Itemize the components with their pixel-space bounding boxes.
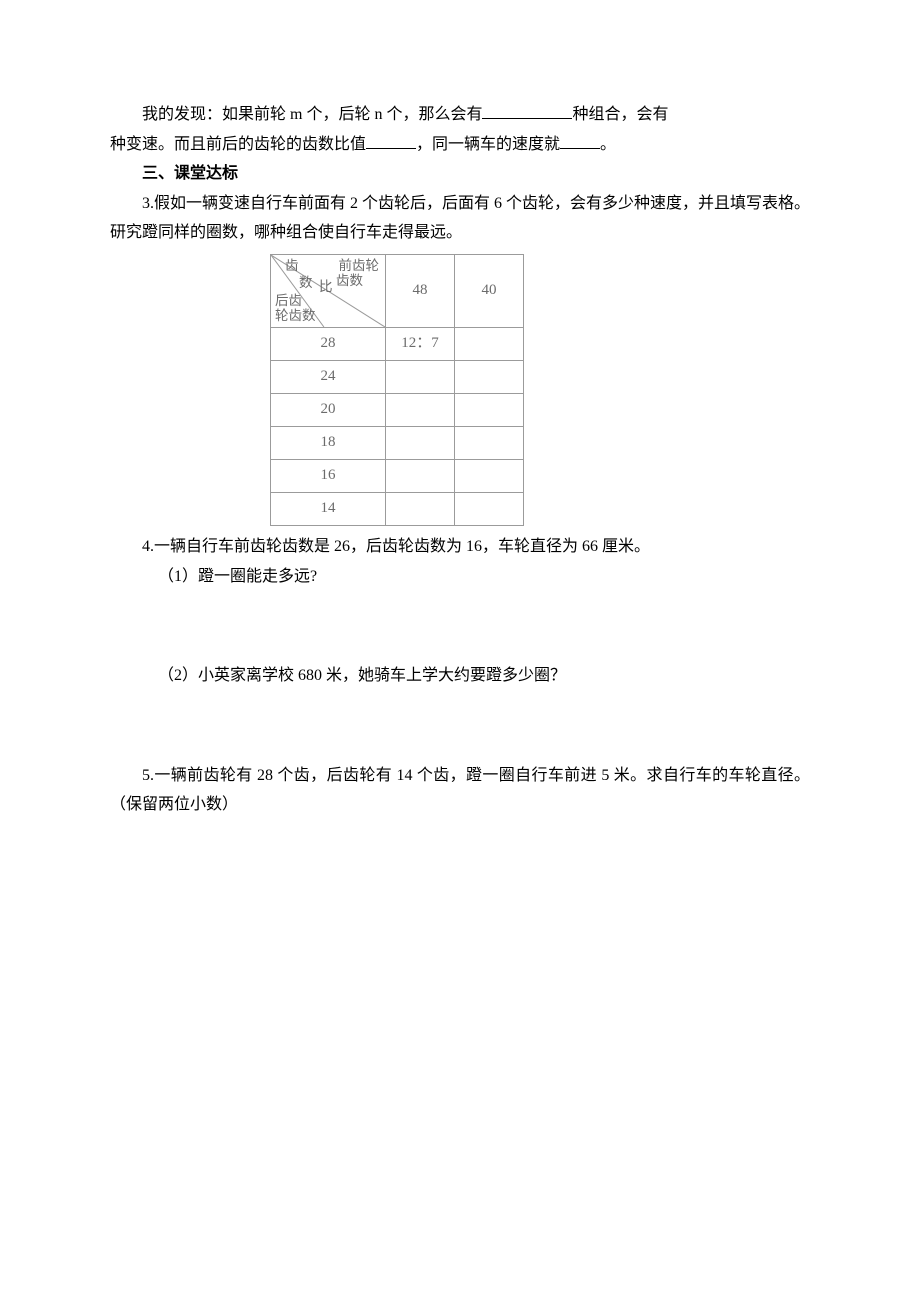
table-row: 18	[271, 426, 524, 459]
table-row: 20	[271, 393, 524, 426]
discovery-text-3: 种变速。而且前后的齿轮的齿数比值	[110, 136, 366, 153]
corner-label-top: 前齿轮	[339, 258, 380, 274]
question-4-stem: 4.一辆自行车前齿轮齿数是 26，后齿轮齿数为 16，车轮直径为 66 厘米。	[110, 532, 810, 562]
corner-label-bi: 比	[319, 279, 333, 295]
row-header: 20	[271, 393, 386, 426]
question-5: 5.一辆前齿轮有 28 个齿，后齿轮有 14 个齿，蹬一圈自行车前进 5 米。求…	[110, 761, 810, 820]
discovery-text-1: 我的发现：如果前轮 m 个，后轮 n 个，那么会有	[142, 106, 482, 123]
gear-table: 齿 前齿轮 数 比 齿数 后齿 轮齿数 48 40 28	[270, 254, 524, 526]
table-cell[interactable]	[386, 426, 455, 459]
table-cell[interactable]	[455, 492, 524, 525]
table-cell[interactable]	[386, 393, 455, 426]
table-cell[interactable]	[455, 360, 524, 393]
table-row: 28 12：7	[271, 327, 524, 360]
row-header: 24	[271, 360, 386, 393]
table-cell[interactable]	[455, 459, 524, 492]
discovery-paragraph: 我的发现：如果前轮 m 个，后轮 n 个，那么会有 种组合，会有	[110, 100, 810, 130]
blank-speed[interactable]	[560, 132, 600, 149]
corner-label-bottom2: 轮齿数	[275, 308, 316, 324]
table-cell[interactable]	[386, 459, 455, 492]
corner-label-bottom: 后齿	[275, 293, 302, 309]
discovery-text-2: 种组合，会有	[572, 106, 668, 123]
table-corner-cell: 齿 前齿轮 数 比 齿数 后齿 轮齿数	[271, 254, 386, 327]
table-cell[interactable]	[386, 360, 455, 393]
row-header: 28	[271, 327, 386, 360]
corner-label-shu: 数	[299, 275, 313, 291]
discovery-text-4: ，同一辆车的速度就	[416, 136, 560, 153]
table-cell[interactable]	[455, 426, 524, 459]
table-cell[interactable]: 12：7	[386, 327, 455, 360]
row-header: 18	[271, 426, 386, 459]
table-col-48: 48	[386, 254, 455, 327]
table-cell[interactable]	[455, 393, 524, 426]
question-3: 3.假如一辆变速自行车前面有 2 个齿轮后，后面有 6 个齿轮，会有多少种速度，…	[110, 189, 810, 248]
row-header: 16	[271, 459, 386, 492]
discovery-paragraph-line2: 种变速。而且前后的齿轮的齿数比值 ，同一辆车的速度就 。	[110, 130, 810, 160]
corner-label-chi: 齿	[285, 258, 299, 274]
table-cell[interactable]	[455, 327, 524, 360]
blank-ratio[interactable]	[366, 132, 416, 149]
question-4-part2: （2）小英家离学校 680 米，她骑车上学大约要蹬多少圈？	[110, 661, 810, 691]
blank-combinations[interactable]	[482, 102, 572, 119]
table-col-40: 40	[455, 254, 524, 327]
table-header-row: 齿 前齿轮 数 比 齿数 后齿 轮齿数 48 40	[271, 254, 524, 327]
table-cell[interactable]	[386, 492, 455, 525]
gear-table-wrapper: 齿 前齿轮 数 比 齿数 后齿 轮齿数 48 40 28	[270, 254, 810, 526]
row-header: 14	[271, 492, 386, 525]
table-row: 16	[271, 459, 524, 492]
question-4-part1: （1）蹬一圈能走多远?	[110, 562, 810, 592]
table-row: 14	[271, 492, 524, 525]
corner-label-top2: 齿数	[336, 273, 363, 289]
table-row: 24	[271, 360, 524, 393]
section-3-title: 三、课堂达标	[110, 159, 810, 189]
discovery-text-5: 。	[600, 136, 616, 153]
